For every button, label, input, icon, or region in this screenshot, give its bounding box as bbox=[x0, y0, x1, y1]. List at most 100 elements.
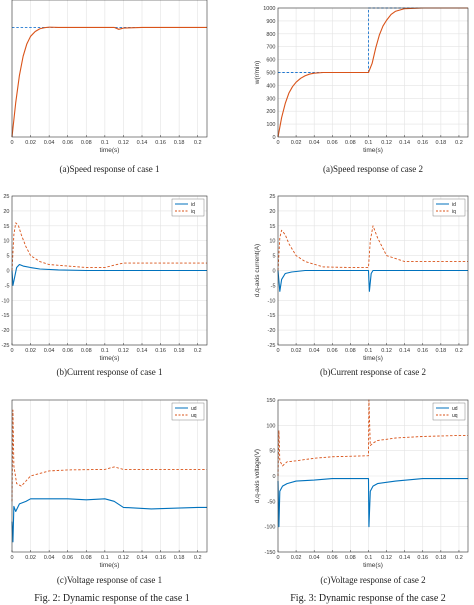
y-tick-label: 1000 bbox=[263, 6, 275, 12]
x-tick-label: 0 bbox=[276, 555, 279, 561]
x-tick-label: 0.16 bbox=[155, 555, 166, 561]
y-tick-label: 300 bbox=[266, 96, 275, 102]
x-tick-label: 0 bbox=[10, 140, 13, 146]
x-tick-label: 0.12 bbox=[118, 555, 129, 561]
y-tick-label: 0 bbox=[272, 269, 275, 275]
legend-label-id: id bbox=[452, 202, 456, 208]
x-tick-label: 0.08 bbox=[345, 140, 356, 146]
chart-caption: (b)Current response of case 1 bbox=[57, 367, 163, 377]
x-axis-label: time(s) bbox=[100, 355, 120, 362]
x-tick-label: 0.1 bbox=[365, 140, 373, 146]
x-tick-label: 0.16 bbox=[155, 348, 166, 354]
x-tick-label: 0.12 bbox=[118, 348, 129, 354]
axes-frame bbox=[11, 0, 208, 138]
y-tick-label: 500 bbox=[266, 71, 275, 77]
x-tick-label: 0 bbox=[10, 555, 13, 561]
x-tick-label: 0.08 bbox=[81, 348, 92, 354]
legend-label-ud: ud bbox=[191, 406, 197, 412]
series-line-id bbox=[277, 269, 468, 292]
y-tick-label: -10 bbox=[268, 298, 276, 304]
y-tick-label: -25 bbox=[268, 343, 276, 349]
x-tick-label: 0.16 bbox=[417, 555, 428, 561]
series-line-ud bbox=[11, 498, 207, 543]
y-tick-label: -5 bbox=[271, 283, 276, 289]
x-tick-label: 0 bbox=[10, 348, 13, 354]
y-tick-label: 10 bbox=[269, 239, 275, 245]
y-tick-label: 800 bbox=[266, 32, 275, 38]
y-tick-label: -10 bbox=[2, 298, 10, 304]
series-line-id bbox=[11, 263, 207, 286]
x-tick-label: 0.18 bbox=[174, 555, 185, 561]
series-line-iq bbox=[11, 222, 207, 271]
y-tick-label: -25 bbox=[2, 343, 10, 349]
chart-a2: 0 0.02 0.04 0.06 0.08 0.1 0.12 0.14 0.16 0.18 0.2 0… bbox=[254, 6, 469, 174]
x-tick-label: 0.1 bbox=[101, 555, 109, 561]
legend-label-ud: ud bbox=[452, 406, 458, 412]
x-tick-label: 0.18 bbox=[174, 348, 185, 354]
chart-b2: 0 0.02 0.04 0.06 0.08 0.1 0.12 0.14 0.16 0.18 0.2 -… bbox=[254, 194, 469, 377]
x-tick-label: 0.14 bbox=[399, 555, 410, 561]
x-tick-label: 0.1 bbox=[101, 140, 109, 146]
x-tick-label: 0.06 bbox=[62, 140, 73, 146]
y-tick-label: -20 bbox=[2, 328, 10, 334]
x-tick-label: 0 bbox=[276, 140, 279, 146]
y-tick-label: -15 bbox=[2, 313, 10, 319]
axes-frame bbox=[277, 7, 469, 138]
y-tick-label: 150 bbox=[266, 398, 275, 404]
axes-frame bbox=[11, 195, 208, 346]
axes-frame bbox=[277, 399, 469, 553]
x-tick-label: 0.14 bbox=[137, 140, 148, 146]
chart-caption: (b)Current response of case 2 bbox=[320, 367, 426, 377]
legend-label-uq: uq bbox=[191, 413, 197, 419]
chart-c2: 0 0.02 0.04 0.06 0.08 0.1 0.12 0.14 0.16 0.18 0.2 -… bbox=[254, 398, 469, 585]
x-tick-label: 0.14 bbox=[399, 140, 410, 146]
x-tick-label: 0.14 bbox=[137, 555, 148, 561]
legend-label-uq: uq bbox=[452, 413, 458, 419]
y-tick-label: -15 bbox=[268, 313, 276, 319]
y-tick-label: -5 bbox=[5, 283, 10, 289]
x-axis-label: time(s) bbox=[363, 147, 383, 154]
axes-frame bbox=[11, 399, 208, 553]
y-tick-label: 0 bbox=[272, 474, 275, 480]
y-tick-label: 700 bbox=[266, 45, 275, 51]
y-axis-label: d,q-axis voltage(V) bbox=[254, 449, 261, 503]
plot-area bbox=[12, 400, 207, 552]
x-tick-label: 0.04 bbox=[309, 555, 320, 561]
x-tick-label: 0.02 bbox=[291, 555, 302, 561]
x-tick-label: 0.2 bbox=[455, 348, 463, 354]
x-tick-label: 0.02 bbox=[25, 140, 36, 146]
y-tick-label: 400 bbox=[266, 83, 275, 89]
x-tick-label: 0.1 bbox=[101, 348, 109, 354]
y-tick-label: 15 bbox=[3, 224, 9, 230]
x-tick-label: 0.02 bbox=[291, 140, 302, 146]
x-tick-label: 0.02 bbox=[291, 348, 302, 354]
x-tick-label: 0.08 bbox=[345, 555, 356, 561]
y-tick-label: 900 bbox=[266, 19, 275, 25]
legend-label-iq: iq bbox=[452, 209, 456, 215]
y-tick-label: -150 bbox=[264, 550, 275, 556]
x-tick-label: 0.08 bbox=[81, 555, 92, 561]
y-tick-label: 5 bbox=[272, 254, 275, 260]
series-line-response bbox=[11, 26, 207, 138]
x-tick-label: 0.06 bbox=[62, 555, 73, 561]
y-tick-label: 0 bbox=[6, 269, 9, 275]
y-tick-label: 5 bbox=[6, 254, 9, 260]
x-tick-label: 0 bbox=[276, 348, 279, 354]
y-tick-label: 20 bbox=[3, 209, 9, 215]
figure-caption-right: Fig. 3: Dynamic response of the case 2 bbox=[290, 593, 446, 604]
legend-box bbox=[432, 198, 466, 217]
y-axis-label: d,q-axis current(A) bbox=[254, 244, 261, 297]
series-line-ud bbox=[277, 477, 468, 528]
x-tick-label: 0.04 bbox=[44, 555, 55, 561]
chart-caption: (a)Speed response of case 1 bbox=[60, 164, 160, 174]
x-tick-label: 0.06 bbox=[327, 555, 338, 561]
x-axis-label: time(s) bbox=[363, 562, 383, 569]
x-axis-label: time(s) bbox=[100, 147, 120, 154]
chart-caption: (c)Voltage response of case 2 bbox=[320, 575, 425, 585]
y-tick-label: 100 bbox=[266, 122, 275, 128]
figure-caption-left: Fig. 2: Dynamic response of the case 1 bbox=[34, 593, 190, 604]
x-tick-label: 0.04 bbox=[309, 140, 320, 146]
